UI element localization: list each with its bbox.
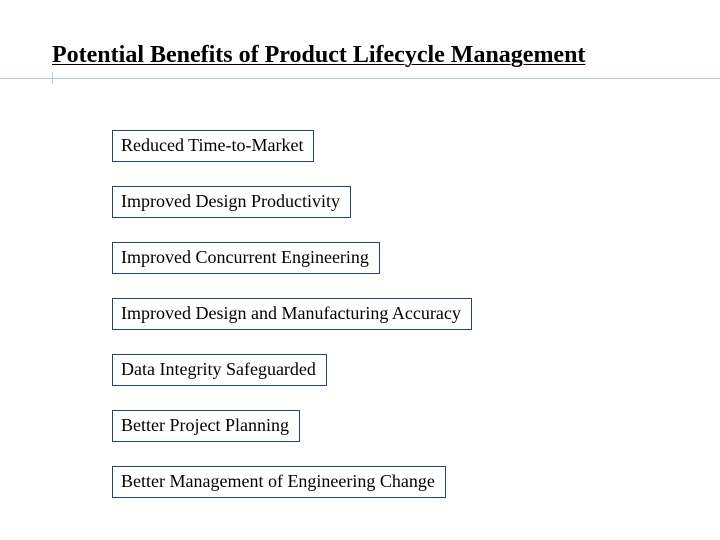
benefit-item: Data Integrity Safeguarded	[112, 354, 327, 386]
horizontal-rule	[0, 78, 720, 79]
benefit-item: Improved Concurrent Engineering	[112, 242, 380, 274]
slide-title: Potential Benefits of Product Lifecycle …	[52, 42, 585, 69]
rule-tick	[52, 72, 53, 84]
benefit-item: Reduced Time-to-Market	[112, 130, 314, 162]
benefit-item: Improved Design and Manufacturing Accura…	[112, 298, 472, 330]
benefit-item: Improved Design Productivity	[112, 186, 351, 218]
benefit-list: Reduced Time-to-Market Improved Design P…	[112, 130, 472, 522]
benefit-item: Better Management of Engineering Change	[112, 466, 446, 498]
benefit-item: Better Project Planning	[112, 410, 300, 442]
